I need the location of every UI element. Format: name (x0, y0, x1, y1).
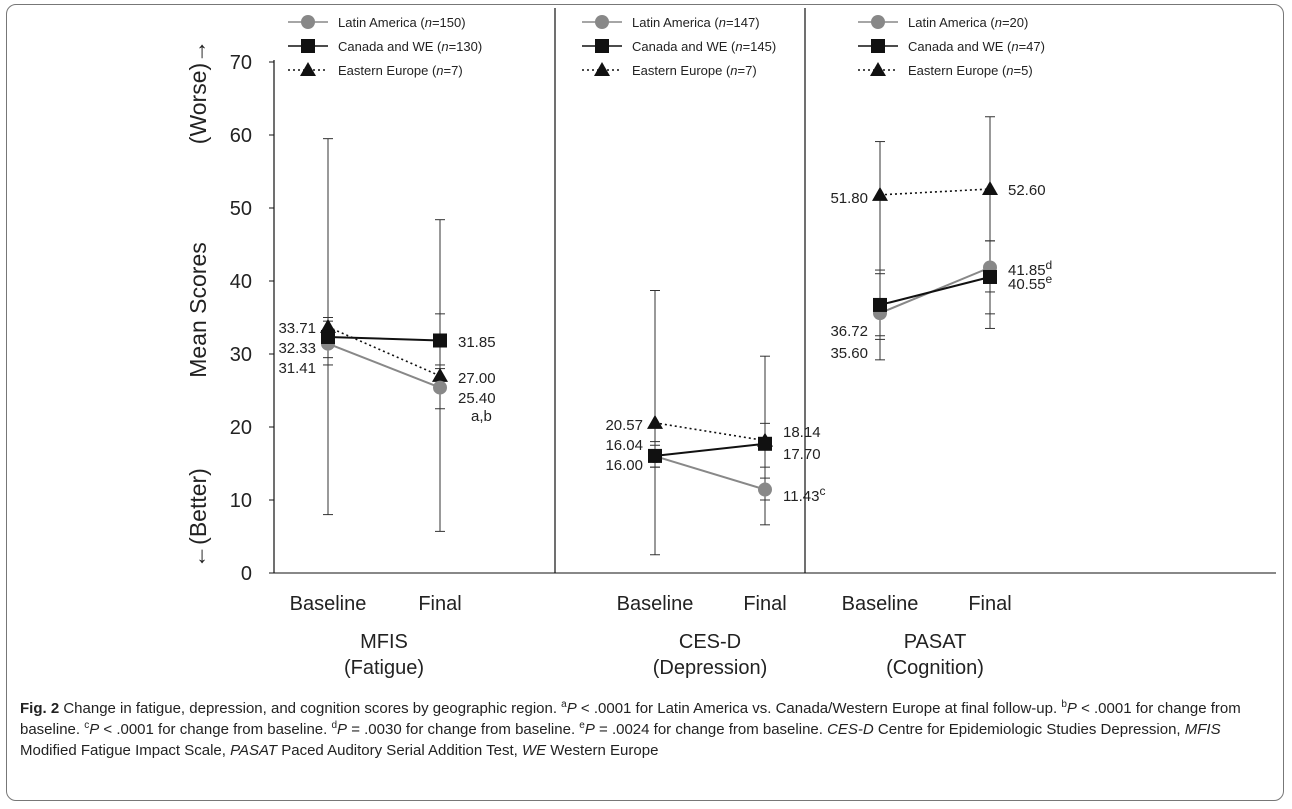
marker-triangle (870, 62, 886, 76)
data-label-final: 27.00 (458, 370, 496, 387)
y-tick-label: 70 (230, 52, 252, 74)
data-label-baseline: 36.72 (830, 323, 868, 340)
caption-text: Change in fatigue, depression, and cogni… (59, 700, 562, 717)
legend-entry-canada: Canada and WE (n=130) (338, 39, 482, 54)
x-category-label: Baseline (842, 593, 919, 615)
marker-square (983, 269, 997, 284)
y-tick-label: 10 (230, 490, 252, 512)
series-line-canada (327, 335, 441, 342)
legend-entry-canada: Canada and WE (n=145) (632, 39, 776, 54)
data-label-baseline: 51.80 (830, 190, 868, 207)
figure-caption: Fig. 2 Change in fatigue, depression, an… (20, 699, 1241, 760)
data-label-final: 17.70 (783, 446, 821, 463)
data-label-baseline: 32.33 (278, 340, 316, 357)
data-label-final: 41.85d (1008, 258, 1052, 279)
series-line-canada (654, 442, 766, 457)
marker-square (648, 448, 662, 463)
x-category-label: Final (743, 593, 786, 615)
series-line-eastern (327, 326, 441, 377)
x-category-label: Final (418, 593, 461, 615)
chart-panels: Latin America (n=150) Canada and WE (n=13… (278, 8, 1053, 679)
marker-circle (871, 15, 885, 29)
series-line-latin (327, 342, 441, 389)
series-line-latin (654, 455, 766, 491)
marker-square (595, 39, 609, 53)
marker-square (758, 436, 772, 451)
panel-name: CES-D (679, 631, 741, 653)
legend-entry-latin: Latin America (n=150) (338, 15, 466, 30)
line-chart: 0 10 20 30 40 50 60 70 (Worse)→ Mean Scores ←(Bett… (185, 8, 1276, 679)
panel-pasat: Latin America (n=20) Canada and WE (n=47)… (830, 15, 1053, 679)
series-line-canada (879, 276, 991, 306)
series-line-eastern (654, 422, 766, 442)
series-line-eastern (879, 188, 991, 196)
marker-circle (595, 15, 609, 29)
figure-frame (6, 4, 1284, 801)
y-tick-label: 0 (241, 563, 252, 585)
x-category-label: Final (968, 593, 1011, 615)
y-tick-label: 20 (230, 417, 252, 439)
legend-entry-latin: Latin America (n=147) (632, 15, 760, 30)
marker-square (301, 39, 315, 53)
marker-circle (301, 15, 315, 29)
panel-mfis: Latin America (n=150) Canada and WE (n=13… (278, 15, 496, 679)
y-axis-label: Mean Scores (185, 242, 211, 378)
marker-triangle (300, 62, 316, 76)
data-label-baseline: 35.60 (830, 345, 868, 362)
y-tick-label: 60 (230, 125, 252, 147)
marker-square (873, 297, 887, 312)
y-axis: 0 10 20 30 40 50 60 70 (Worse)→ Mean Scores ←(Bett… (185, 40, 1276, 585)
marker-triangle (647, 414, 663, 429)
data-label-final: 18.14 (783, 424, 821, 441)
panel-ces-d: Latin America (n=147) Canada and WE (n=14… (582, 15, 825, 679)
panel-name: PASAT (904, 631, 967, 653)
x-category-label: Baseline (290, 593, 367, 615)
panel-name: MFIS (360, 631, 408, 653)
marker-square (871, 39, 885, 53)
marker-square (321, 329, 335, 344)
panel-subtitle: (Cognition) (886, 657, 984, 679)
data-label-baseline: 16.04 (605, 437, 643, 454)
legend-entry-eastern: Eastern Europe (n=7) (338, 63, 463, 78)
marker-triangle (872, 186, 888, 201)
marker-circle (758, 482, 772, 497)
caption-label: Fig. 2 (20, 700, 60, 717)
marker-triangle (432, 367, 448, 382)
marker-triangle (982, 181, 998, 196)
marker-triangle (594, 62, 610, 76)
data-label-baseline: 16.00 (605, 457, 643, 474)
data-label-final: 40.55e (1008, 272, 1053, 293)
y-axis-label-bottom: ←(Better) (185, 468, 211, 568)
y-tick-label: 30 (230, 344, 252, 366)
legend-entry-eastern: Eastern Europe (n=7) (632, 63, 757, 78)
data-label-final: 52.60 (1008, 182, 1046, 199)
legend-entry-canada: Canada and WE (n=47) (908, 39, 1045, 54)
marker-triangle (320, 318, 336, 333)
marker-circle (433, 380, 447, 395)
y-tick-label: 40 (230, 271, 252, 293)
data-label-final: 11.43c (783, 484, 825, 505)
marker-square (433, 333, 447, 348)
data-label-baseline: 20.57 (605, 417, 643, 434)
y-tick-label: 50 (230, 198, 252, 220)
y-axis-label-top: (Worse)→ (185, 40, 211, 144)
data-label-final: 31.85 (458, 334, 496, 351)
data-label-final: 25.40 (458, 390, 496, 407)
legend-entry-eastern: Eastern Europe (n=5) (908, 63, 1033, 78)
data-label-baseline: 31.41 (278, 360, 316, 377)
panel-subtitle: (Depression) (653, 657, 767, 679)
legend-entry-latin: Latin America (n=20) (908, 15, 1028, 30)
panel-subtitle: (Fatigue) (344, 657, 424, 679)
x-category-label: Baseline (617, 593, 694, 615)
data-label-final: a,b (471, 408, 492, 425)
data-label-baseline: 33.71 (278, 320, 316, 337)
